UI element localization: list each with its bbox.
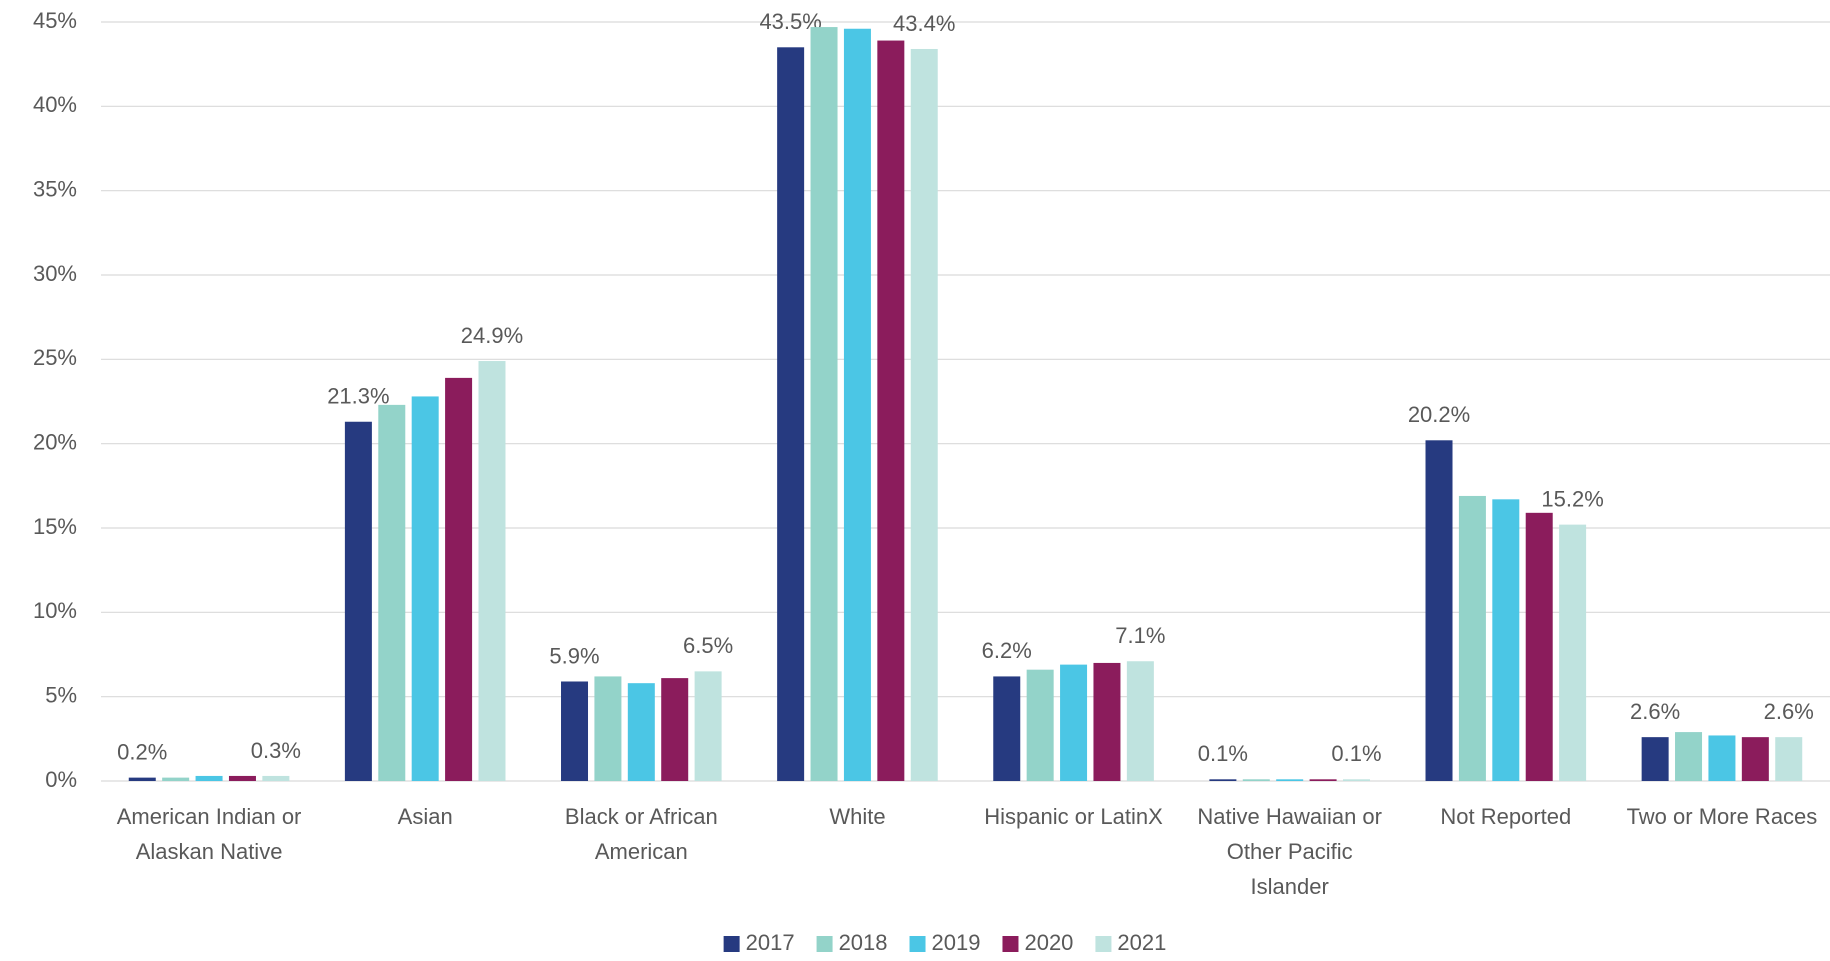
bar xyxy=(843,28,871,782)
bar xyxy=(262,775,290,781)
value-label: 7.1% xyxy=(1115,623,1165,648)
x-tick-label: Asian xyxy=(398,804,453,829)
x-tick-label: Not Reported xyxy=(1440,804,1571,829)
bar xyxy=(1775,737,1803,781)
value-label: 0.2% xyxy=(117,739,167,764)
legend-swatch xyxy=(816,936,833,952)
bar xyxy=(1492,499,1520,781)
bar xyxy=(162,777,190,781)
bar xyxy=(1425,440,1453,781)
bar xyxy=(1641,737,1669,781)
bar xyxy=(993,676,1021,781)
bar xyxy=(228,775,256,781)
bar xyxy=(478,361,506,781)
y-tick-label: 40% xyxy=(33,92,77,117)
y-tick-label: 20% xyxy=(33,429,77,454)
bar xyxy=(1242,779,1270,781)
bar xyxy=(877,40,905,781)
x-tick-label: White xyxy=(829,804,885,829)
bar xyxy=(195,775,223,781)
bar xyxy=(594,676,622,781)
bar xyxy=(1209,779,1237,781)
bar xyxy=(1276,779,1304,781)
bar xyxy=(1708,735,1736,781)
y-tick-label: 15% xyxy=(33,514,77,539)
bar xyxy=(777,47,805,782)
bar xyxy=(445,377,473,781)
legend-swatch xyxy=(1002,936,1019,952)
legend-label: 2019 xyxy=(932,930,981,955)
bar xyxy=(661,678,689,781)
value-label: 6.2% xyxy=(982,638,1032,663)
legend-label: 2020 xyxy=(1024,930,1073,955)
bar xyxy=(1741,737,1769,781)
x-tick-label: Native Hawaiian or Other Pacific Islander xyxy=(1197,804,1382,899)
y-tick-label: 10% xyxy=(33,598,77,623)
bar xyxy=(1126,661,1154,781)
value-label: 6.5% xyxy=(683,633,733,658)
value-label: 21.3% xyxy=(327,384,389,409)
y-tick-label: 25% xyxy=(33,345,77,370)
x-tick-label: Hispanic or LatinX xyxy=(984,804,1163,829)
value-label: 15.2% xyxy=(1541,486,1603,511)
x-tick-label: Black or African American xyxy=(565,804,718,864)
legend-swatch xyxy=(723,936,740,952)
legend-swatch xyxy=(1095,936,1112,952)
y-tick-label: 0% xyxy=(45,767,77,792)
value-label: 20.2% xyxy=(1408,402,1470,427)
bar xyxy=(1458,495,1486,781)
bar xyxy=(627,683,655,781)
bar xyxy=(1675,732,1703,781)
bar xyxy=(1342,779,1370,781)
bar xyxy=(1525,512,1553,781)
value-label: 5.9% xyxy=(549,643,599,668)
value-label: 0.1% xyxy=(1198,741,1248,766)
bar xyxy=(128,777,156,781)
value-label: 0.3% xyxy=(251,738,301,763)
x-tick-label: American Indian or Alaskan Native xyxy=(117,804,302,864)
legend-label: 2021 xyxy=(1117,930,1166,955)
bar xyxy=(378,404,406,781)
value-label: 24.9% xyxy=(461,323,523,348)
y-tick-label: 5% xyxy=(45,682,77,707)
value-label: 0.1% xyxy=(1331,741,1381,766)
bar xyxy=(810,27,838,782)
bar xyxy=(694,671,722,781)
legend-swatch xyxy=(909,936,926,952)
value-label: 2.6% xyxy=(1630,699,1680,724)
y-tick-label: 30% xyxy=(33,261,77,286)
bar xyxy=(910,48,938,781)
y-tick-label: 45% xyxy=(33,8,77,33)
bar xyxy=(1093,662,1121,781)
bar xyxy=(1309,779,1337,781)
x-tick-label: Two or More Races xyxy=(1627,804,1818,829)
value-label: 2.6% xyxy=(1764,699,1814,724)
bar xyxy=(561,681,589,781)
bar xyxy=(1060,664,1088,781)
bar xyxy=(1026,669,1054,781)
legend-label: 2017 xyxy=(746,930,795,955)
y-tick-label: 35% xyxy=(33,176,77,201)
legend-label: 2018 xyxy=(839,930,888,955)
value-label: 43.4% xyxy=(893,11,955,36)
bar xyxy=(1559,524,1587,781)
bar xyxy=(411,396,439,781)
bar xyxy=(344,421,372,781)
